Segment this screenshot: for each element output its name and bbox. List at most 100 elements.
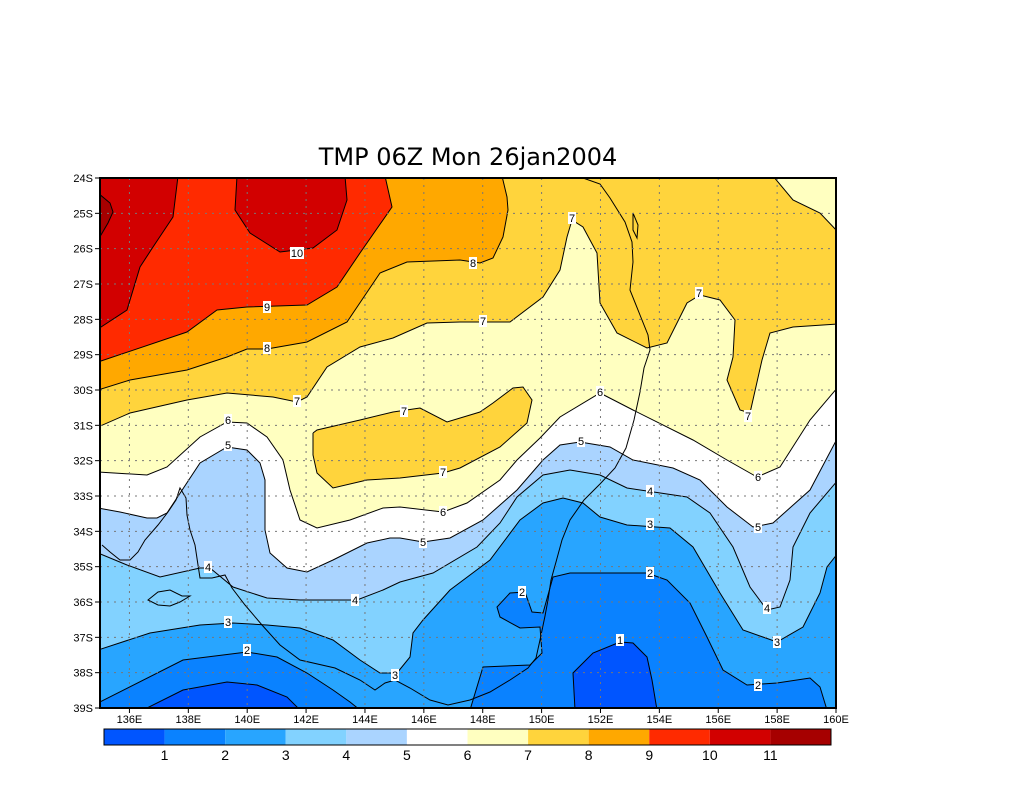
contour-label-bg	[646, 485, 654, 497]
colorbar-box	[588, 729, 650, 745]
y-tick-label: 37S	[73, 632, 93, 644]
colorbar-label: 4	[342, 747, 350, 763]
x-tick-label: 136E	[117, 714, 143, 726]
x-tick-label: 150E	[529, 714, 555, 726]
contour-label-bg	[744, 410, 752, 422]
x-tick-label: 158E	[764, 714, 790, 726]
contour-label: 5	[225, 440, 231, 452]
axes-layer: 24S 25S 26S 27S 28S 29S 30S 31S 32S 33S 34S 35S 36S 3…	[73, 173, 848, 726]
y-tick-label: 30S	[73, 385, 93, 397]
contour-label: 2	[244, 645, 250, 657]
contour-label: 4	[352, 595, 358, 607]
contour-label-bg	[290, 247, 304, 259]
y-tick-label: 33S	[73, 491, 93, 503]
colorbar-box	[709, 729, 771, 745]
colorbar-box	[467, 729, 529, 745]
contour-line	[470, 572, 827, 708]
band-1-2-east	[470, 573, 827, 708]
colorbar-label: 8	[585, 747, 593, 763]
grid-layer	[100, 178, 836, 708]
colorbar-box	[346, 729, 407, 745]
contour-label: 9	[264, 302, 270, 314]
contour-label: 1	[617, 635, 623, 647]
x-tick-label: 140E	[234, 714, 260, 726]
colorbar-label: 2	[221, 747, 229, 763]
contour-fill-layer	[100, 178, 836, 708]
contour-label-bg	[243, 644, 251, 656]
contour-label-bg	[391, 669, 399, 681]
y-tick-label: 32S	[73, 456, 93, 468]
y-tick-label: 34S	[73, 526, 93, 538]
contour-label-bg	[469, 257, 477, 269]
chart-title: TMP 06Z Mon 26jan2004	[318, 143, 618, 171]
contour-label: 5	[420, 537, 426, 549]
contour-label-bg	[263, 342, 271, 354]
colorbar-label: 7	[524, 747, 532, 763]
colorbar-box	[528, 729, 589, 745]
contour-line	[145, 681, 299, 708]
y-tick-label: 27S	[73, 279, 93, 291]
x-tick-label: 144E	[352, 714, 378, 726]
contour-label-bg	[646, 567, 654, 579]
colorbar-box	[406, 729, 468, 745]
colorbar-label: 10	[702, 747, 718, 763]
contour-label-bg	[568, 212, 576, 224]
contour-label: 3	[392, 670, 398, 682]
contour-label-bg	[577, 435, 585, 447]
colorbar: 1 2 3 4 5 6 7 8 9 10 11	[103, 728, 832, 763]
y-tick-label: 39S	[73, 703, 93, 715]
colorbar-box	[164, 729, 226, 745]
band-10-11-west	[100, 178, 178, 328]
contour-label-bg	[646, 518, 654, 530]
colorbar-label: 6	[464, 747, 472, 763]
contour-label-bg	[400, 405, 408, 417]
contour-line	[100, 194, 114, 238]
colorbar-box	[225, 729, 286, 745]
colorbar-box	[285, 729, 347, 745]
contour-line	[100, 178, 179, 329]
contour-label: 4	[764, 603, 770, 615]
contour-label-bg	[224, 439, 232, 451]
contour-label: 8	[264, 343, 270, 355]
contour-label-bg	[419, 536, 427, 548]
contour-line	[100, 178, 836, 427]
x-tick-label: 156E	[705, 714, 731, 726]
contour-label: 7	[480, 316, 486, 328]
plot-frame	[99, 177, 837, 709]
contour-label: 4	[205, 562, 211, 574]
contour-label-bg	[224, 414, 232, 426]
band-above-11	[100, 194, 113, 237]
colorbar-label: 5	[403, 747, 411, 763]
contour-label-bg	[263, 301, 271, 313]
band-7-8-island	[313, 387, 532, 488]
contour-label: 5	[578, 436, 584, 448]
band-below-1-west	[147, 682, 298, 708]
colorbar-frame	[103, 728, 832, 746]
colorbar-label: 3	[282, 747, 290, 763]
contour-label-bg	[293, 395, 301, 407]
contour-label: 6	[755, 472, 761, 484]
contour-label-bg	[351, 594, 359, 606]
contour-label: 7	[696, 288, 702, 300]
contour-line	[100, 388, 836, 529]
contour-label: 2	[755, 680, 761, 692]
contour-line	[100, 439, 836, 573]
contour-line	[100, 651, 359, 708]
contour-label: 10	[291, 248, 303, 260]
y-tick-label: 24S	[73, 173, 93, 185]
contour-label: 4	[647, 486, 653, 498]
colorbar-box	[770, 729, 831, 745]
contour-label: 3	[647, 519, 653, 531]
y-tick-label: 35S	[73, 562, 93, 574]
contour-label: 3	[225, 617, 231, 629]
contour-label: 2	[519, 587, 525, 599]
contour-label: 3	[774, 637, 780, 649]
x-tick-label: 160E	[823, 714, 849, 726]
y-tick-label: 31S	[73, 420, 93, 432]
y-tick-label: 28S	[73, 314, 93, 326]
contour-line	[100, 178, 509, 390]
contour-label: 7	[294, 396, 300, 408]
contour-line	[100, 497, 836, 674]
contour-label-bg	[439, 466, 447, 478]
contour-label-bg	[224, 616, 232, 628]
